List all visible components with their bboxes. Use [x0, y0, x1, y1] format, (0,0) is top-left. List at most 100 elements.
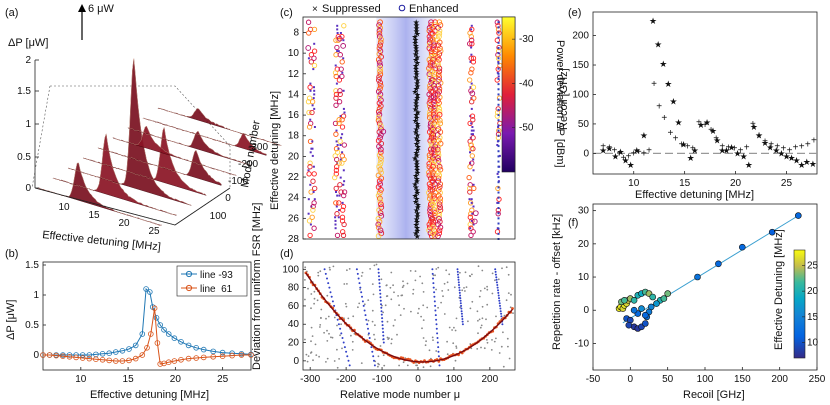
d-noise-point [325, 361, 327, 363]
f-x-tick: 200 [771, 374, 788, 385]
d-noise-point [319, 326, 321, 328]
c-suppressed-point [472, 183, 475, 186]
b-point [185, 342, 192, 349]
d-noise-point [367, 319, 370, 322]
e-y-tick: 50 [578, 119, 590, 130]
d-noise-point [386, 336, 389, 339]
panel-b: (b) 10 15 20 25 0 0.5 1 1.5 Effective detuning … [5, 248, 254, 401]
d-y-tick: 100 [282, 264, 299, 275]
b-point [66, 352, 73, 358]
d-noise-point [392, 284, 394, 287]
c-suppressed-point [496, 201, 499, 204]
c-enhanced-point [426, 39, 433, 46]
d-diag-point [377, 271, 380, 274]
c-enhanced-point [436, 94, 443, 101]
d-diag-point [342, 341, 345, 344]
b-point [238, 352, 245, 358]
b-point [178, 356, 184, 363]
c-enhanced-point [437, 224, 444, 231]
b-x-tick: 10 [75, 374, 87, 385]
c-suppressed-point [334, 227, 337, 230]
a-x-ticks: 10 15 20 25 [58, 202, 160, 237]
c-suppressed-point [497, 207, 500, 210]
c-enhanced-point [432, 166, 438, 173]
c-colorbar-tick: -50 [519, 123, 534, 134]
c-star: ★ [414, 145, 421, 154]
d-noise-point [360, 362, 363, 364]
c-enhanced-point [435, 91, 441, 98]
e-cross-point: + [685, 141, 691, 152]
d-diag-point [457, 278, 460, 281]
b-point [40, 352, 46, 358]
f-colorbar-tick: 20 [807, 286, 819, 297]
c-star: ★ [413, 148, 420, 157]
e-x-label: Effective detuning [MHz] [635, 189, 754, 201]
c-enhanced-point [437, 198, 444, 205]
f-colorbar-tick: 25 [807, 260, 819, 271]
d-noise-point [440, 301, 442, 304]
e-star-point: ★ [664, 79, 672, 89]
d-noise-point [382, 311, 384, 314]
a-z-tick: 2 [25, 55, 31, 66]
c-star: ★ [414, 119, 421, 128]
c-colorbar-tick: -40 [519, 78, 534, 89]
d-noise-point [406, 364, 409, 367]
d-noise-point [417, 312, 419, 315]
c-suppressed-point [497, 227, 500, 230]
c-enhanced-point [436, 134, 443, 141]
c-enhanced-point [339, 214, 346, 220]
c-enhanced-point [437, 181, 444, 187]
c-enhanced-point [432, 103, 438, 109]
d-diag-point [459, 299, 462, 302]
e-cross-point: + [611, 145, 617, 156]
d-noise-point [507, 345, 509, 348]
c-enhanced-point [494, 77, 500, 83]
f-point [625, 321, 633, 329]
e-star-point: ★ [633, 145, 641, 155]
d-diag-point [340, 332, 343, 335]
c-enhanced-point [377, 80, 384, 86]
c-enhanced-point [377, 39, 384, 46]
c-suppressed-point [342, 39, 345, 42]
c-suppressed-point [497, 180, 500, 183]
d-noise-point [372, 293, 375, 296]
d-noise-point [326, 329, 328, 332]
c-star: ★ [414, 53, 421, 62]
d-diag-point [436, 332, 439, 335]
d-noise-point [343, 317, 345, 320]
c-suppressed-point [342, 107, 345, 110]
d-noise-point [326, 294, 329, 297]
c-enhanced-point [468, 70, 474, 76]
d-diag-point [382, 341, 385, 344]
f-y-tick: 30 [578, 206, 590, 217]
c-suppressed-point [338, 209, 341, 212]
c-star: ★ [412, 229, 419, 238]
d-noise-point [446, 281, 449, 284]
c-suppressed-point [309, 183, 312, 186]
b-point [148, 331, 154, 337]
d-noise-point [486, 341, 489, 344]
c-enhanced-point [375, 88, 382, 95]
d-noise-point [434, 274, 436, 277]
c-enhanced-point [333, 102, 339, 108]
d-noise-point [388, 337, 390, 339]
c-enhanced-point [375, 192, 382, 199]
c-enhanced-point [436, 88, 443, 95]
c-suppressed-point [497, 165, 500, 168]
d-diag-point [378, 275, 380, 278]
c-enhanced-point [429, 215, 436, 222]
d-diag-point [433, 300, 436, 303]
c-star: ★ [414, 189, 421, 198]
f-x-label: Recoil [GHz] [683, 389, 745, 401]
d-noise-point [346, 269, 348, 272]
c-enhanced-point [430, 178, 436, 185]
b-point [144, 344, 150, 351]
e-star-point: ★ [599, 145, 607, 155]
d-diag-point [433, 291, 436, 294]
c-suppressed-point [313, 86, 315, 89]
d-noise-point [448, 326, 451, 329]
c-y-tick: 10 [288, 48, 300, 59]
d-noise-point [383, 364, 386, 367]
c-enhanced-point [495, 66, 501, 72]
c-suppressed-point [469, 151, 471, 154]
